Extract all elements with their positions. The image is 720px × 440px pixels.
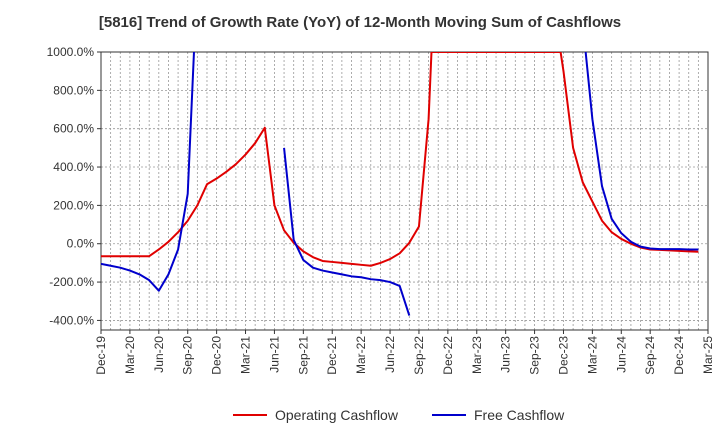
x-tick-label: Sep-20 — [181, 336, 195, 375]
y-tick-label: 400.0% — [53, 160, 94, 174]
y-tick-label: 800.0% — [53, 83, 94, 97]
x-tick-label: Dec-20 — [210, 336, 224, 375]
x-tick-label: Mar-20 — [123, 336, 137, 374]
y-tick-label: 1000.0% — [47, 45, 95, 59]
series-layer — [101, 52, 699, 316]
y-tick-label: -200.0% — [49, 275, 94, 289]
x-tick-label: Mar-24 — [585, 336, 599, 374]
y-tick-label: 0.0% — [67, 237, 95, 251]
x-tick-label: Sep-21 — [296, 336, 310, 375]
legend-label-operating-cashflow: Operating Cashflow — [275, 407, 399, 423]
x-tick-label: Mar-21 — [239, 336, 253, 374]
legend-label-free-cashflow: Free Cashflow — [474, 407, 565, 423]
x-tick-label: Mar-22 — [354, 336, 368, 374]
x-tick-label: Mar-23 — [470, 336, 484, 374]
x-tick-label: Dec-22 — [441, 336, 455, 375]
legend: Operating Cashflow Free Cashflow — [233, 407, 565, 423]
x-tick-label: Sep-24 — [643, 336, 657, 375]
x-tick-label: Dec-23 — [556, 336, 570, 375]
free-cashflow-line-segment-2 — [283, 147, 411, 316]
y-tick-label: 600.0% — [53, 122, 94, 136]
free-cashflow-line-segment-3 — [584, 52, 699, 251]
plot-frame — [100, 51, 709, 331]
x-tick-label: Jun-21 — [267, 336, 281, 373]
y-tick-label: -400.0% — [49, 313, 94, 327]
chart-title: [5816] Trend of Growth Rate (YoY) of 12-… — [98, 14, 622, 31]
free-cashflow-line-segment-1 — [101, 52, 195, 292]
x-axis-ticks: Dec-19 Mar-20 Jun-20 Sep-20 Dec-20 Mar-21 Jun-… — [94, 330, 715, 375]
x-tick-label: Dec-24 — [672, 336, 686, 375]
y-tick-label: 200.0% — [53, 198, 94, 212]
x-tick-label: Mar-25 — [701, 336, 715, 374]
x-tick-label: Jun-20 — [152, 336, 166, 373]
x-tick-label: Jun-24 — [614, 336, 628, 373]
y-axis-ticks: -400.0% -200.0% 0.0% 200.0% 400.0% 600.0% 800.… — [47, 45, 101, 327]
x-tick-label: Dec-21 — [325, 336, 339, 375]
x-tick-label: Jun-22 — [383, 336, 397, 373]
x-tick-label: Sep-23 — [528, 336, 542, 375]
x-tick-label: Sep-22 — [412, 336, 426, 375]
x-tick-label: Jun-23 — [499, 336, 513, 373]
x-tick-label: Dec-19 — [94, 336, 108, 375]
